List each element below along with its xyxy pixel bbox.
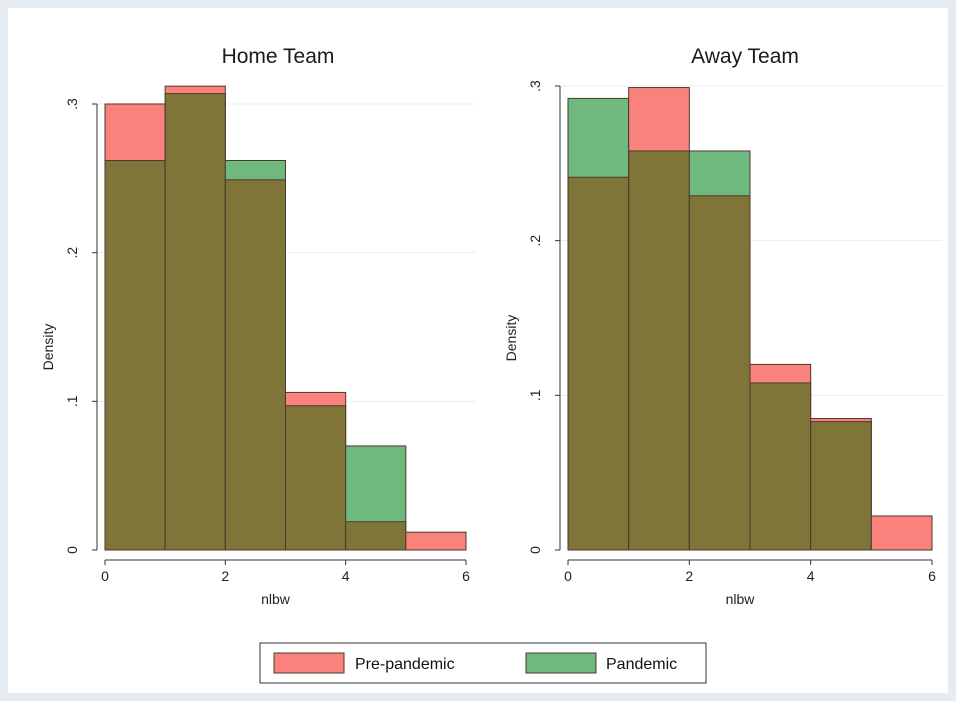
- legend-swatch: [525, 652, 597, 674]
- x-axis-label: nlbw: [726, 591, 756, 607]
- x-tick-label: 0: [564, 568, 572, 584]
- y-tick-label: .3: [527, 80, 543, 92]
- y-tick-label: .1: [64, 395, 80, 407]
- bar-pre-pandemic: [345, 521, 407, 551]
- bar-pre-pandemic: [688, 195, 751, 551]
- panel-title: Home Team: [222, 45, 335, 68]
- x-axis-label: nlbw: [261, 591, 291, 607]
- bar-pandemic: [104, 159, 166, 551]
- chart-panel-away-team: Away Team 0 .1 .2 .3 0 2 4 6 nlbw Density: [503, 45, 942, 607]
- bar-pandemic: [285, 405, 347, 551]
- y-tick-label: 0: [527, 546, 543, 554]
- x-tick-label: 6: [462, 568, 470, 584]
- bar-pandemic: [628, 150, 690, 551]
- bar-pandemic: [810, 421, 872, 551]
- y-tick-label: .1: [527, 389, 543, 401]
- x-tick-label: 6: [928, 568, 936, 584]
- y-tick-label: 0: [64, 546, 80, 554]
- bar-pandemic: [164, 93, 226, 551]
- y-axis-label: Density: [503, 315, 519, 362]
- legend-swatch: [273, 652, 345, 674]
- x-tick-label: 4: [807, 568, 815, 584]
- bar-pre-pandemic: [870, 515, 933, 551]
- x-tick-label: 0: [101, 568, 109, 584]
- x-tick-label: 2: [685, 568, 693, 584]
- bar-pre-pandemic: [405, 531, 467, 551]
- y-tick-label: .2: [64, 247, 80, 259]
- figure-frame: Home Team 0.1.2.3 0 2 4 6 nlbw Density Away Team…: [8, 8, 948, 693]
- y-tick-label: .3: [64, 98, 80, 110]
- bar-pandemic: [749, 382, 812, 551]
- legend-item-pandemic: Pandemic: [525, 652, 677, 674]
- x-tick-label: 4: [342, 568, 350, 584]
- x-tick-label: 2: [221, 568, 229, 584]
- bar-pre-pandemic: [567, 176, 630, 551]
- chart-panel-home-team: Home Team 0 .1 .2 .3 0 2 4 6 nlbw Density: [40, 45, 476, 607]
- legend-label: Pre-pandemic: [355, 656, 455, 673]
- legend: Pre-pandemic Pandemic: [259, 642, 707, 684]
- panel-title: Away Team: [691, 45, 799, 68]
- legend-label: Pandemic: [606, 656, 677, 673]
- bar-pre-pandemic: [224, 179, 286, 551]
- y-tick-label: .2: [527, 235, 543, 247]
- y-axis-label: Density: [40, 324, 56, 371]
- legend-item-pre-pandemic: Pre-pandemic: [273, 652, 455, 674]
